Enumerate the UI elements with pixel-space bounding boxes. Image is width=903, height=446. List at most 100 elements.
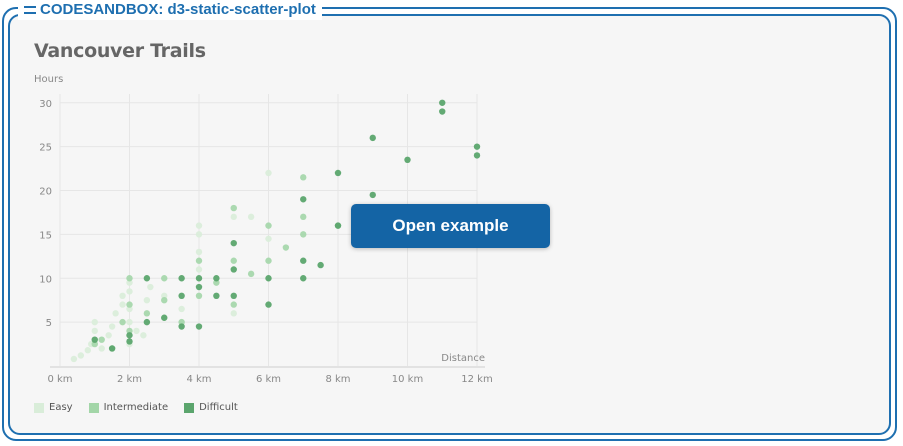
data-point-intermediate — [126, 275, 133, 282]
data-point-intermediate — [282, 244, 290, 251]
data-point-difficult — [369, 134, 376, 142]
data-point-easy — [247, 213, 255, 221]
y-tick-label: 20 — [39, 187, 52, 198]
codesandbox-title: CODESANDBOX: d3-static-scatter-plot — [40, 1, 316, 18]
legend-swatch — [88, 402, 99, 413]
data-point-easy — [140, 332, 147, 339]
data-point-easy — [119, 301, 126, 308]
point-layer — [70, 99, 481, 363]
data-point-intermediate — [161, 296, 168, 304]
x-tick-label: 10 km — [392, 374, 423, 385]
data-point-easy — [265, 235, 272, 242]
data-point-difficult — [317, 261, 324, 269]
data-point-intermediate — [230, 204, 237, 212]
data-point-intermediate — [91, 340, 98, 348]
data-point-intermediate — [126, 327, 133, 335]
data-point-easy — [178, 305, 185, 313]
data-point-intermediate — [178, 318, 185, 326]
data-point-easy — [126, 318, 133, 326]
legend-item-difficult: Difficult — [184, 402, 238, 413]
data-point-easy — [265, 169, 272, 177]
data-point-difficult — [108, 345, 116, 352]
open-example-button[interactable]: Open example — [351, 204, 550, 248]
data-point-difficult — [91, 336, 98, 343]
data-point-easy — [230, 213, 237, 221]
codesandbox-embed-frame — [2, 7, 897, 441]
data-point-easy — [108, 323, 116, 330]
data-point-difficult — [230, 266, 237, 273]
x-tick-label: 6 km — [256, 374, 281, 385]
data-point-intermediate — [213, 279, 220, 286]
codesandbox-preview-area: Vancouver Trails 0 km 2 km 4 km 6 km 8 km 10 … — [8, 14, 891, 435]
data-point-easy — [105, 332, 112, 339]
data-point-difficult — [178, 275, 185, 282]
data-point-intermediate — [300, 174, 307, 181]
data-point-intermediate — [265, 257, 272, 264]
data-point-intermediate — [143, 310, 151, 317]
data-point-easy — [195, 266, 203, 273]
data-point-easy — [70, 355, 78, 363]
data-point-easy — [126, 288, 133, 295]
data-point-easy — [91, 318, 98, 326]
x-tick-label: 8 km — [325, 374, 350, 385]
data-point-difficult — [230, 292, 237, 300]
data-point-intermediate — [195, 257, 203, 264]
data-point-easy — [143, 296, 151, 304]
data-point-difficult — [126, 332, 133, 339]
data-point-intermediate — [265, 222, 272, 229]
legend-swatch — [184, 402, 195, 413]
data-point-easy — [126, 279, 133, 286]
data-point-difficult — [404, 156, 411, 164]
x-tick-label: 2 km — [117, 374, 142, 385]
chart-title: Vancouver Trails — [34, 40, 206, 62]
legend-swatch — [34, 402, 44, 413]
data-point-intermediate — [230, 301, 237, 308]
data-point-intermediate — [119, 318, 126, 326]
x-tick-label: 4 km — [186, 374, 211, 385]
legend-item-intermediate: Intermediate — [88, 402, 168, 413]
data-point-easy — [195, 248, 203, 256]
legend-label: Easy — [49, 402, 73, 413]
data-point-easy — [133, 327, 140, 335]
data-point-easy — [112, 310, 119, 317]
data-point-difficult — [213, 275, 220, 282]
data-point-difficult — [473, 143, 481, 150]
data-point-easy — [98, 345, 105, 352]
y-tick-label: 30 — [39, 99, 52, 110]
data-point-difficult — [195, 283, 203, 291]
data-point-difficult — [265, 301, 272, 308]
data-point-easy — [195, 231, 203, 238]
data-point-difficult — [369, 191, 376, 199]
data-point-easy — [126, 305, 133, 313]
x-tick-label: 12 km — [461, 374, 492, 385]
x-axis-label: Distance — [441, 353, 485, 364]
data-point-difficult — [195, 275, 203, 282]
chart-legend: Easy Intermediate Difficult — [34, 402, 238, 413]
data-point-difficult — [126, 338, 133, 345]
data-point-difficult — [300, 257, 307, 264]
data-point-difficult — [473, 152, 481, 159]
data-point-intermediate — [98, 336, 105, 343]
y-tick-label: 25 — [39, 143, 52, 154]
data-point-easy — [195, 222, 203, 229]
data-point-easy — [119, 292, 126, 300]
data-point-intermediate — [247, 270, 255, 278]
y-axis-label: Hours — [34, 74, 63, 85]
data-point-difficult — [439, 99, 446, 106]
y-tick-label: 10 — [39, 274, 52, 285]
data-point-intermediate — [300, 213, 307, 221]
data-point-difficult — [334, 222, 342, 229]
data-point-easy — [230, 310, 237, 317]
data-point-intermediate — [195, 292, 203, 300]
data-point-difficult — [178, 292, 185, 300]
data-point-difficult — [265, 275, 272, 282]
data-point-easy — [84, 347, 92, 354]
codesandbox-header[interactable]: CODESANDBOX: d3-static-scatter-plot — [18, 0, 322, 20]
legend-label: Difficult — [199, 402, 238, 413]
data-point-easy — [77, 352, 85, 359]
data-point-difficult — [230, 239, 237, 247]
y-tick-label: 5 — [46, 318, 52, 329]
data-point-difficult — [143, 275, 151, 282]
data-point-easy — [91, 327, 98, 335]
legend-item-easy: Easy — [34, 402, 73, 413]
